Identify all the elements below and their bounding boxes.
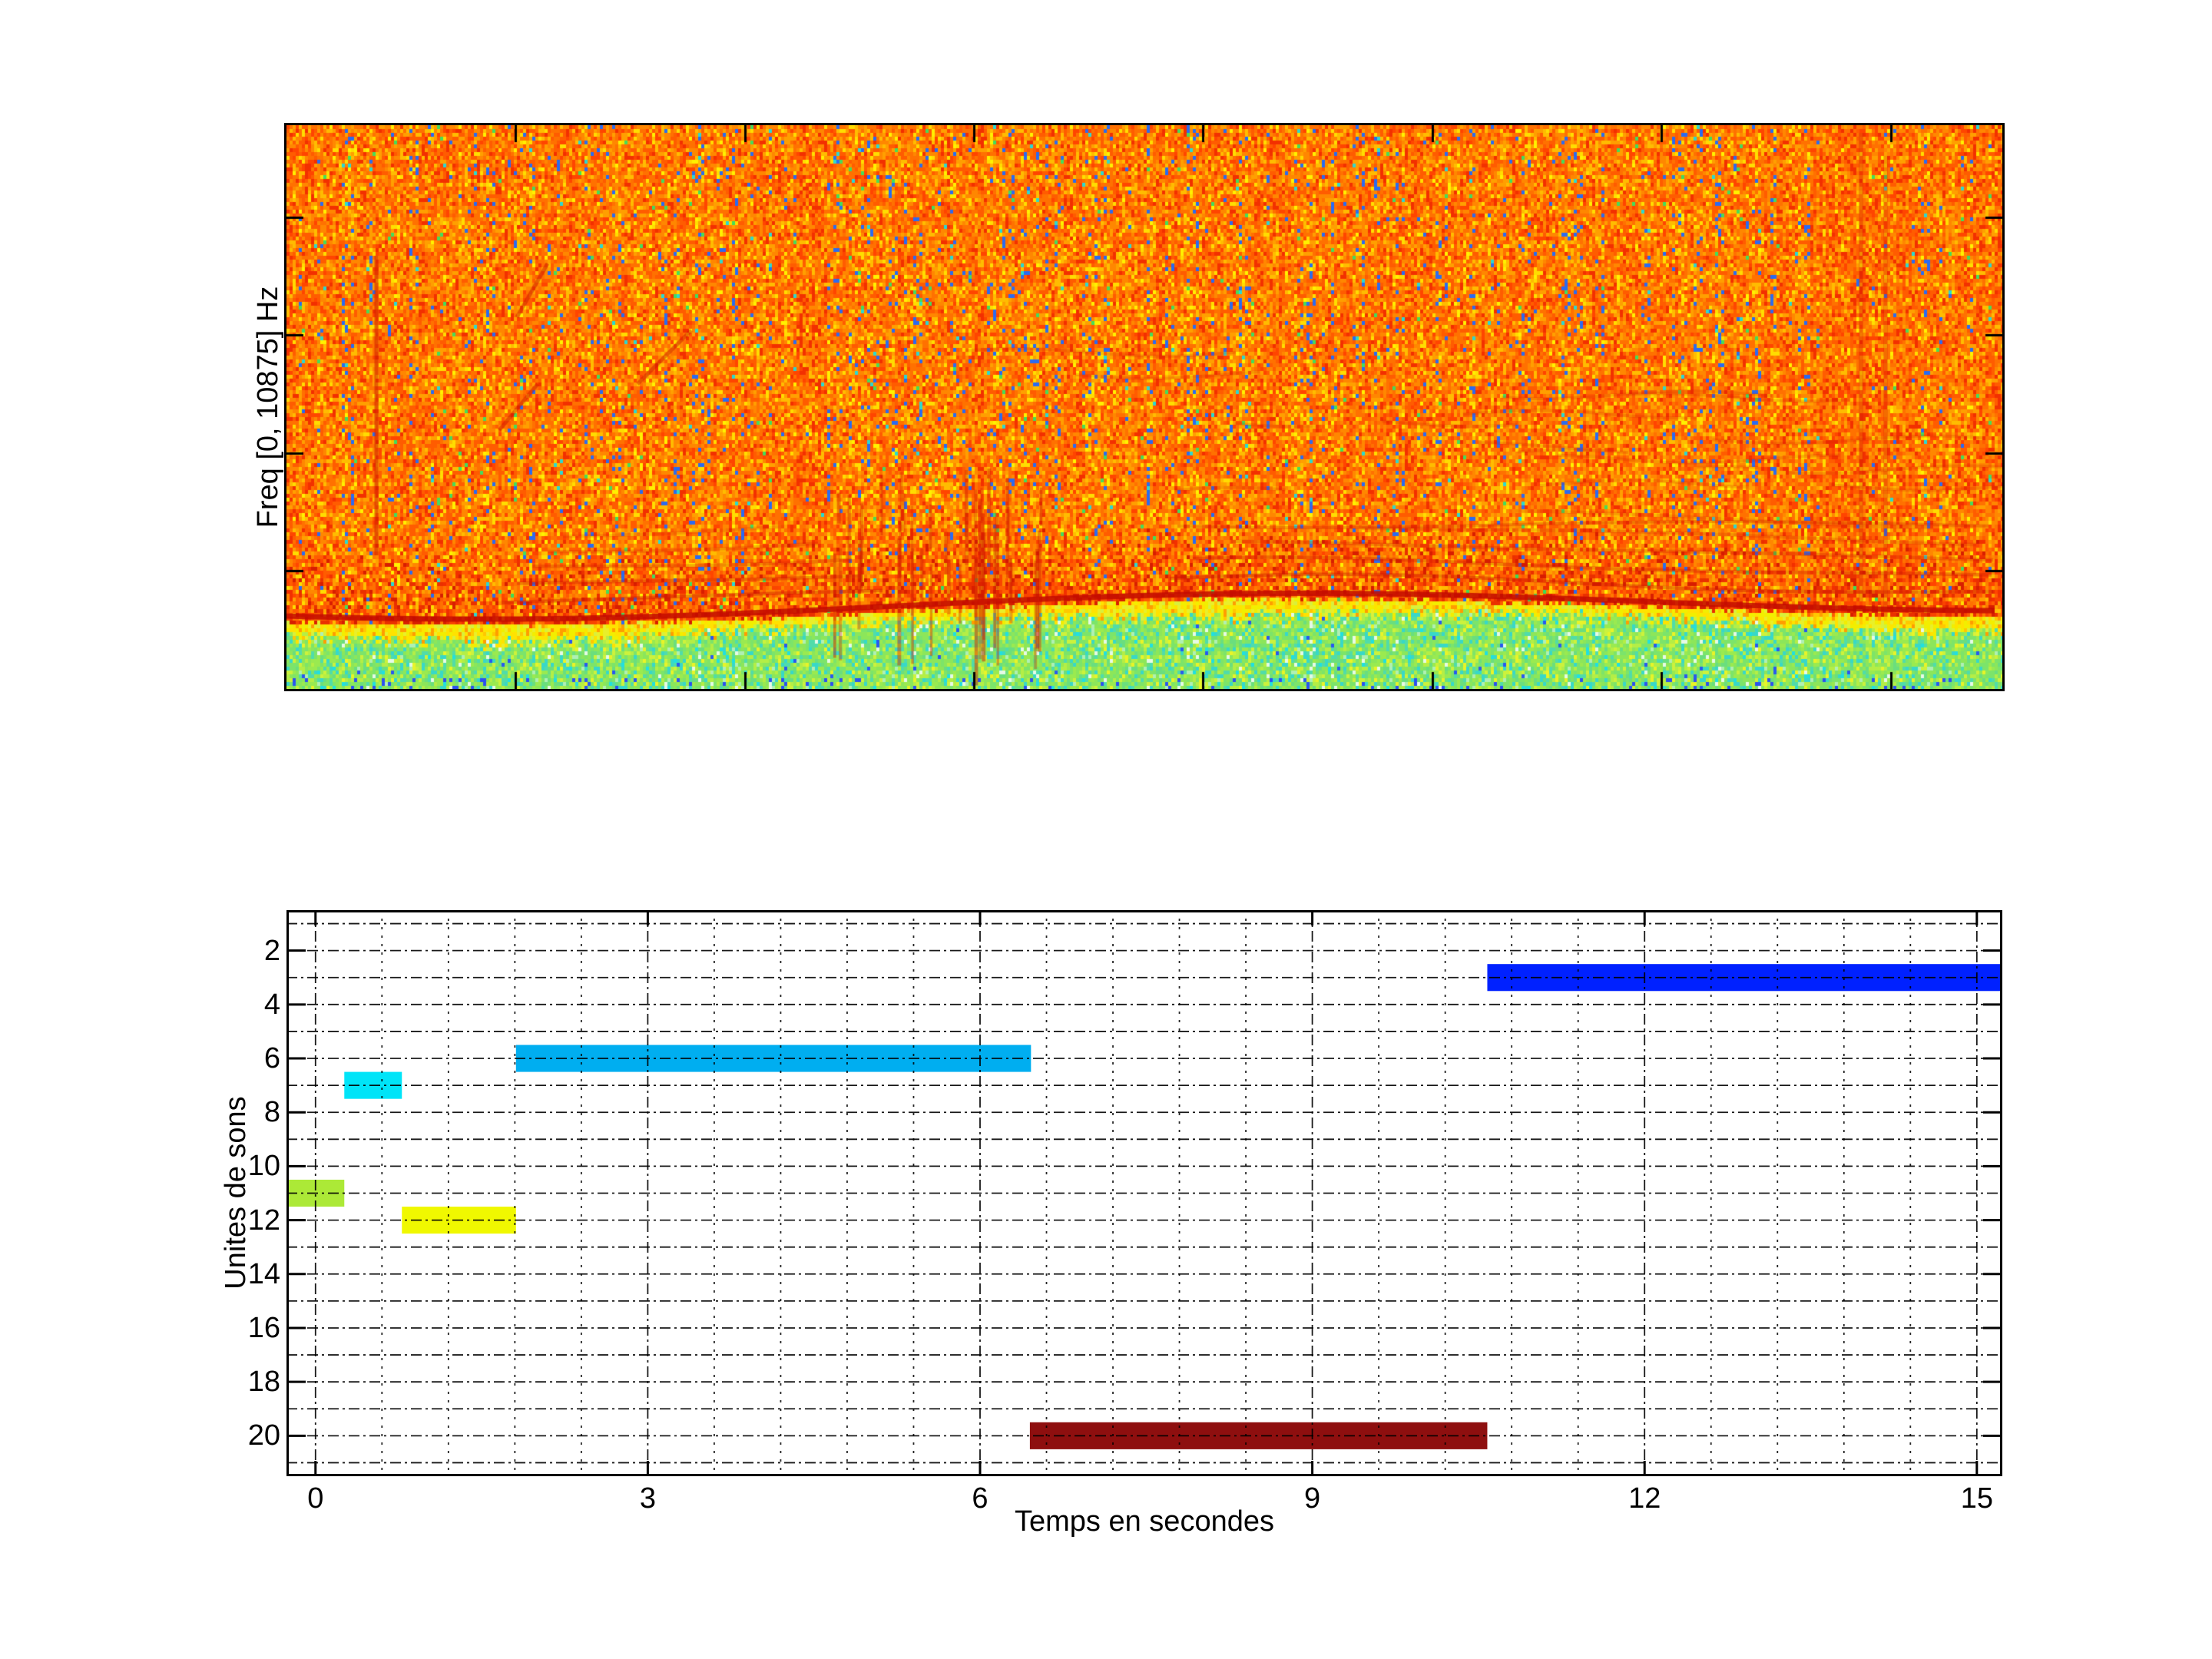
y-tick-label: 18 [247,1366,280,1399]
x-tick-label: 3 [639,1482,656,1515]
y-tick-label: 2 [263,934,280,967]
y-tick-label: 4 [263,988,280,1021]
x-tick-label: 12 [1628,1482,1661,1515]
gantt-ylabel: Unites de sons [220,1096,252,1290]
y-tick-label: 16 [247,1311,280,1344]
y-tick-label: 6 [263,1042,280,1075]
y-tick-label: 14 [247,1257,280,1290]
x-tick-label: 15 [1960,1482,1993,1515]
y-tick-label: 10 [247,1150,280,1183]
x-tick-label: 9 [1304,1482,1321,1515]
gantt-svg [286,910,2002,1476]
spectrogram-ylabel: Freq [0, 10875] Hz [252,286,284,528]
spectrogram-plot [284,123,2005,691]
y-tick-label: 20 [247,1419,280,1452]
x-tick-label: 0 [307,1482,324,1515]
gantt-plot [286,910,2002,1476]
gantt-xlabel: Temps en secondes [1015,1505,1274,1538]
y-tick-label: 8 [263,1096,280,1129]
x-tick-label: 6 [972,1482,988,1515]
spectrogram-canvas [286,125,2002,689]
gantt-frame [286,910,2002,1476]
y-tick-label: 12 [247,1204,280,1237]
